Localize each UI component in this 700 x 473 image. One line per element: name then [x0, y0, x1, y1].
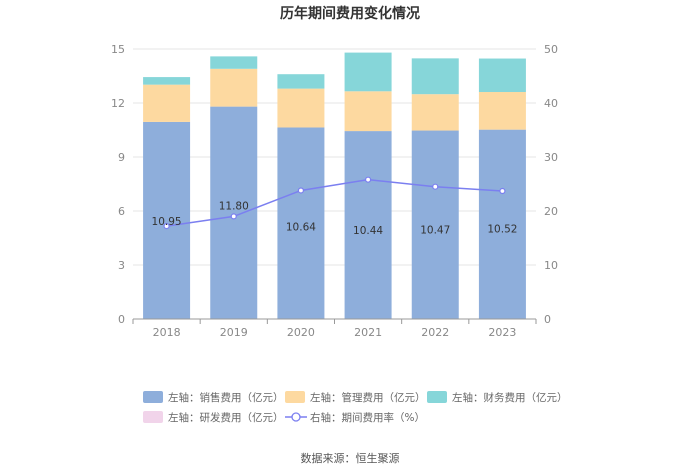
x-tick-label: 2023: [488, 326, 516, 339]
bar-segment: [210, 56, 258, 69]
legend-item: 左轴：财务费用（亿元）: [427, 391, 568, 404]
legend-swatch-marker: [291, 412, 301, 422]
legend-swatch: [285, 391, 305, 403]
left-tick-label: 15: [111, 43, 125, 56]
left-tick-label: 6: [118, 205, 125, 218]
bar-segment: [210, 68, 258, 107]
legend-swatch: [427, 391, 447, 403]
line-point: [364, 176, 372, 183]
right-tick-label: 10: [544, 259, 558, 272]
left-tick-label: 0: [118, 313, 125, 326]
axes: 0 3 6 9 12 15 0 10 20 30 40 50 2018 2019 2020 2021 2022 2…: [111, 43, 558, 339]
left-tick-label: 3: [118, 259, 125, 272]
data-label: 10.44: [353, 225, 383, 237]
bar-segment: [210, 106, 258, 319]
data-label: 10.47: [420, 225, 450, 237]
right-tick-label: 30: [544, 151, 558, 164]
x-tick-label: 2019: [220, 326, 248, 339]
bar-segment: [277, 88, 325, 128]
x-tick-label: 2020: [287, 326, 315, 339]
legend-label: 右轴：期间费用率（%）: [310, 411, 425, 424]
bar-segment: [478, 58, 526, 93]
bar-segment: [143, 84, 191, 122]
line-point: [499, 187, 506, 195]
legend-item: 左轴：销售费用（亿元）: [143, 391, 284, 404]
legend-label: 左轴：销售费用（亿元）: [168, 391, 284, 404]
source-note: 数据来源：恒生聚源: [301, 451, 400, 465]
legend-swatch: [143, 391, 163, 403]
right-tick-label: 20: [544, 205, 558, 218]
bar-segment: [143, 77, 191, 85]
bar-series: [143, 52, 526, 320]
bar-segment: [411, 130, 459, 319]
left-tick-label: 12: [111, 97, 125, 110]
bar-segment: [344, 52, 392, 92]
x-tick-label: 2022: [421, 326, 449, 339]
data-labels: 10.95 11.80 10.64 10.44 10.47 10.52: [152, 201, 518, 237]
bar-segment: [411, 94, 459, 131]
data-label: 11.80: [219, 201, 249, 213]
line-point: [163, 223, 170, 230]
data-label: 10.64: [286, 221, 316, 233]
bar-segment: [344, 91, 392, 132]
right-tick-label: 40: [544, 97, 558, 110]
right-tick-label: 0: [544, 313, 551, 326]
legend-swatch: [143, 411, 163, 423]
x-tick-label: 2021: [354, 326, 382, 339]
legend-item: 左轴：研发费用（亿元）: [143, 411, 284, 424]
legend-label: 左轴：研发费用（亿元）: [168, 411, 284, 424]
data-label: 10.95: [152, 216, 182, 228]
line-series: [163, 176, 506, 230]
expense-rate-line: [166, 178, 503, 227]
bar-segment: [344, 131, 392, 319]
legend: 左轴：销售费用（亿元） 左轴：管理费用（亿元） 左轴：财务费用（亿元） 左轴：研发费用…: [143, 391, 568, 424]
x-tick-label: 2018: [153, 326, 181, 339]
gridlines: [133, 48, 536, 266]
line-point: [297, 187, 305, 194]
bar-segment: [478, 129, 526, 319]
data-label: 10.52: [487, 224, 517, 236]
legend-label: 左轴：财务费用（亿元）: [452, 391, 568, 404]
legend-item: 右轴：期间费用率（%）: [285, 411, 425, 424]
line-point: [230, 213, 237, 220]
line-point: [432, 183, 439, 190]
legend-label: 左轴：管理费用（亿元）: [310, 391, 426, 404]
right-tick-label: 50: [544, 43, 558, 56]
bar-segment: [277, 127, 325, 319]
bar-segment: [411, 58, 459, 95]
bar-segment: [143, 121, 191, 320]
chart-title: 历年期间费用变化情况: [280, 5, 420, 22]
bar-segment: [277, 74, 325, 89]
left-tick-label: 9: [118, 151, 125, 164]
legend-item: 左轴：管理费用（亿元）: [285, 391, 426, 404]
bar-segment: [478, 92, 526, 130]
